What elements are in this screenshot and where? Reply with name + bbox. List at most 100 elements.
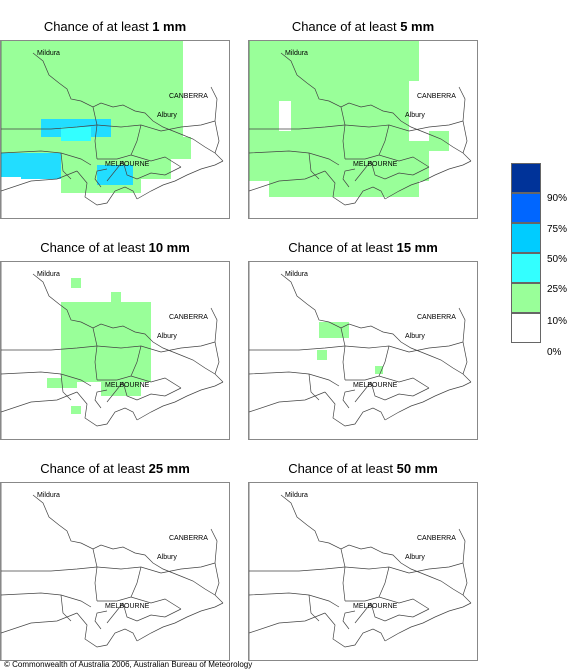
region-boundary (1, 566, 98, 572)
map-svg: Mildura CANBERRA Albury MELBOURNE (249, 483, 472, 660)
panel-title-10mm: Chance of at least 10 mm (0, 240, 230, 255)
region-boundary (408, 341, 464, 353)
place-label-albury: Albury (405, 333, 425, 340)
probability-cell (71, 278, 81, 288)
region-boundary (76, 170, 138, 206)
map-svg: Mildura CANBERRA Albury MELBOURNE (1, 483, 224, 660)
region-boundary (32, 52, 224, 162)
legend-swatch-0 (511, 313, 541, 343)
place-label-melbourne: MELBOURNE (105, 603, 150, 610)
place-label-canberra: CANBERRA (417, 314, 456, 321)
region-boundary (458, 528, 468, 596)
place-label-albury: Albury (157, 333, 177, 340)
panel-title-amount: 10 mm (148, 240, 190, 255)
region-boundary (122, 381, 182, 401)
region-boundary (210, 528, 220, 596)
panel-title-amount: 5 mm (400, 19, 435, 34)
region-boundary (345, 375, 430, 389)
copyright-notice: © Commonwealth of Australia 2006, Austra… (4, 660, 253, 669)
place-label-canberra: CANBERRA (169, 314, 208, 321)
region-boundary (106, 381, 124, 403)
region-boundary (249, 124, 346, 130)
place-label-melbourne: MELBOURNE (353, 382, 398, 389)
region-boundary (160, 120, 216, 132)
region-boundary (60, 152, 72, 180)
region-boundary (308, 594, 320, 622)
region-boundary (249, 170, 326, 192)
map-svg: Mildura CANBERRA Albury MELBOURNE (1, 41, 224, 218)
probability-cell (119, 175, 133, 185)
region-boundary (249, 371, 340, 387)
region-boundary (280, 52, 472, 162)
region-boundary (1, 592, 92, 608)
region-boundary (354, 602, 372, 624)
region-boundary (370, 160, 430, 180)
place-label-albury: Albury (405, 112, 425, 119)
region-boundary (384, 160, 472, 200)
probability-cell (429, 131, 449, 151)
panel-title-5mm: Chance of at least 5 mm (248, 19, 478, 34)
region-boundary (249, 612, 326, 634)
place-label-melbourne: MELBOURNE (353, 161, 398, 168)
region-boundary (249, 592, 340, 608)
region-boundary (94, 168, 108, 188)
map-panel-10mm: Mildura CANBERRA Albury MELBOURNE (0, 261, 230, 440)
panel-title-prefix: Chance of at least (40, 461, 149, 476)
region-boundary (345, 596, 430, 610)
probability-cell (71, 406, 81, 414)
region-boundary (210, 86, 220, 154)
probability-cell (269, 181, 419, 197)
panel-title-prefix: Chance of at least (40, 240, 149, 255)
region-boundary (106, 602, 124, 624)
place-label-albury: Albury (157, 112, 177, 119)
legend-swatch-10 (511, 283, 541, 313)
panel-title-amount: 50 mm (396, 461, 438, 476)
region-boundary (249, 566, 346, 572)
region-boundary (370, 381, 430, 401)
region-boundary (32, 494, 224, 604)
legend-label-10: 10% (547, 316, 568, 327)
probability-cell (375, 366, 383, 374)
region-boundary (408, 120, 464, 132)
place-label-melbourne: MELBOURNE (105, 161, 150, 168)
region-boundary (160, 562, 216, 574)
map-svg: Mildura CANBERRA Albury MELBOURNE (249, 41, 472, 218)
region-boundary (76, 612, 138, 648)
region-boundary (160, 341, 216, 353)
region-boundary (324, 391, 386, 427)
panel-title-25mm: Chance of at least 25 mm (0, 461, 230, 476)
place-label-albury: Albury (157, 554, 177, 561)
map-panel-1mm: Mildura CANBERRA Albury MELBOURNE (0, 40, 230, 219)
place-label-melbourne: MELBOURNE (353, 603, 398, 610)
region-boundary (97, 154, 182, 168)
place-label-canberra: CANBERRA (417, 93, 456, 100)
legend-swatch-90 (511, 163, 541, 193)
region-boundary (408, 562, 464, 574)
place-label-mildura: Mildura (37, 271, 60, 278)
region-boundary (130, 124, 142, 156)
region-boundary (280, 273, 472, 383)
place-label-mildura: Mildura (285, 271, 308, 278)
panel-title-amount: 25 mm (148, 461, 190, 476)
region-boundary (94, 389, 108, 409)
panel-title-1mm: Chance of at least 1 mm (0, 19, 230, 34)
panel-title-15mm: Chance of at least 15 mm (248, 240, 478, 255)
region-boundary (96, 566, 162, 574)
region-boundary (384, 381, 472, 421)
region-boundary (324, 612, 386, 648)
place-label-mildura: Mildura (37, 50, 60, 57)
panel-title-prefix: Chance of at least (43, 19, 153, 34)
probability-cell (61, 127, 91, 141)
region-boundary (354, 160, 372, 182)
panel-title-prefix: Chance of at least (291, 19, 401, 34)
probability-cell (101, 382, 141, 396)
place-label-mildura: Mildura (285, 492, 308, 499)
region-boundary (97, 375, 182, 389)
place-label-mildura: Mildura (285, 50, 308, 57)
place-label-melbourne: MELBOURNE (105, 382, 150, 389)
probability-cell (317, 350, 327, 360)
region-boundary (340, 327, 346, 381)
probability-cell (61, 302, 151, 382)
region-boundary (458, 86, 468, 154)
region-boundary (92, 327, 98, 381)
